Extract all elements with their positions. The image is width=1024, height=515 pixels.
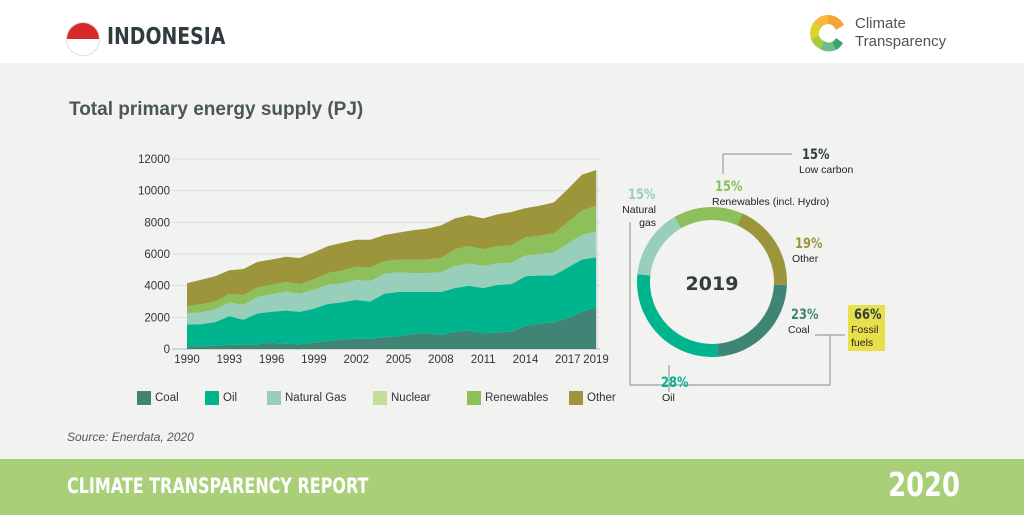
- stacked-area-chart: 0 2000 4000 6000 8000 10000 12000 1990 1993 1996…: [138, 154, 609, 366]
- legend-swatch: [467, 391, 481, 405]
- climate-transparency-logo-icon: [810, 15, 844, 52]
- low-carbon-pct: 15%: [802, 147, 830, 163]
- low-carbon-label: Low carbon: [799, 164, 854, 176]
- donut-chart: 2019: [629, 153, 845, 392]
- legend-swatch: [137, 391, 151, 405]
- legend-swatch: [205, 391, 219, 405]
- legend-label: Renewables: [485, 392, 549, 404]
- legend-label: Natural Gas: [285, 392, 347, 404]
- area-oil: [187, 257, 596, 347]
- area-natural-gas: [187, 231, 596, 325]
- legend-label: Oil: [223, 392, 238, 404]
- annotation-fossil-fuels: 66% Fossil fuels: [851, 306, 885, 350]
- legend-item-natural-gas: Natural Gas: [267, 390, 346, 406]
- legend-label: Other: [587, 392, 616, 404]
- legend-item-coal: Coal: [137, 390, 179, 406]
- y-tick-label: 6000: [144, 249, 170, 261]
- annotation-other: 19% Other: [792, 235, 826, 266]
- annotation-renewables: 15% Renewables (incl. Hydro): [712, 178, 829, 209]
- x-tick-label: 2014: [513, 354, 539, 366]
- legend-swatch: [267, 391, 281, 405]
- coal-pct: 23%: [791, 307, 819, 323]
- y-tick-label: 10000: [138, 186, 170, 198]
- fossil-label-line2: fuels: [851, 337, 874, 349]
- natural-gas-pct: 15%: [628, 187, 656, 203]
- renewables-pct: 15%: [715, 179, 743, 195]
- y-tick-label: 12000: [138, 154, 170, 166]
- annotation-coal: 23% Coal: [788, 306, 822, 337]
- renewables-label: Renewables (incl. Hydro): [712, 196, 830, 208]
- source-note: Source: Enerdata, 2020: [67, 430, 194, 444]
- legend-item-oil: Oil: [205, 390, 237, 406]
- fossil-pct: 66%: [854, 307, 882, 323]
- annotation-natural-gas: 15% Natural gas: [620, 186, 656, 230]
- connector-line: [722, 153, 792, 174]
- legend-item-renewables: Renewables: [467, 390, 548, 406]
- legend-item-nuclear: Nuclear: [373, 390, 431, 406]
- x-tick-label: 2008: [428, 354, 454, 366]
- donut-slice-other: [737, 213, 787, 286]
- fossil-fuels-highlight: [848, 305, 885, 351]
- legend-swatch: [373, 391, 387, 405]
- footer: CLIMATE TRANSPARENCY REPORT 2020: [0, 459, 1024, 515]
- y-tick-label: 0: [164, 344, 170, 356]
- oil-label: Oil: [662, 392, 675, 404]
- annotation-oil: 28% Oil: [658, 374, 692, 405]
- x-tick-label: 1999: [301, 354, 327, 366]
- donut-slice-coal: [717, 284, 787, 357]
- x-tick-label: 2002: [343, 354, 369, 366]
- y-tick-label: 8000: [144, 217, 170, 229]
- country-title: INDONESIA: [107, 24, 226, 50]
- donut-slice-renewables: [674, 207, 743, 229]
- logo-text: Climate Transparency: [855, 15, 946, 51]
- x-tick-label: 1990: [174, 354, 200, 366]
- y-tick-label: 4000: [144, 281, 170, 293]
- other-label: Other: [792, 253, 819, 265]
- x-tick-label: 2011: [471, 354, 496, 366]
- donut-center-label: 2019: [686, 273, 739, 295]
- oil-pct: 28%: [661, 375, 689, 391]
- y-tick-label: 2000: [144, 312, 170, 324]
- header: INDONESIA Climate Transparency: [0, 0, 1024, 63]
- legend-swatch: [569, 391, 583, 405]
- fossil-label-line1: Fossil: [851, 324, 879, 336]
- annotation-low-carbon: 15% Low carbon: [799, 146, 853, 177]
- chart-title: Total primary energy supply (PJ): [69, 99, 364, 120]
- x-tick-label: 1993: [217, 354, 243, 366]
- area-other: [187, 170, 596, 307]
- x-tick-label: 1996: [259, 354, 285, 366]
- natural-gas-label-line2: gas: [639, 217, 656, 229]
- legend-label: Nuclear: [391, 392, 431, 404]
- footer-year: 2020: [888, 465, 960, 504]
- coal-label: Coal: [788, 324, 810, 336]
- other-pct: 19%: [795, 236, 823, 252]
- natural-gas-label-line1: Natural: [622, 204, 656, 216]
- logo-text-line2: Transparency: [855, 33, 947, 50]
- logo-text-line1: Climate: [855, 15, 906, 32]
- x-tick-label: 2005: [386, 354, 412, 366]
- donut-slice-oil: [637, 274, 719, 357]
- legend-label: Coal: [155, 392, 179, 404]
- legend-item-other: Other: [569, 390, 616, 406]
- x-tick-label: 2019: [583, 354, 609, 366]
- connector-line: [629, 222, 831, 386]
- footer-report-title: CLIMATE TRANSPARENCY REPORT: [67, 474, 369, 498]
- indonesia-flag-icon: [66, 22, 100, 56]
- donut-slice-natural-gas: [637, 217, 681, 276]
- area-coal: [187, 307, 596, 349]
- x-tick-label: 2017: [555, 354, 581, 366]
- area-renewables: [187, 205, 596, 314]
